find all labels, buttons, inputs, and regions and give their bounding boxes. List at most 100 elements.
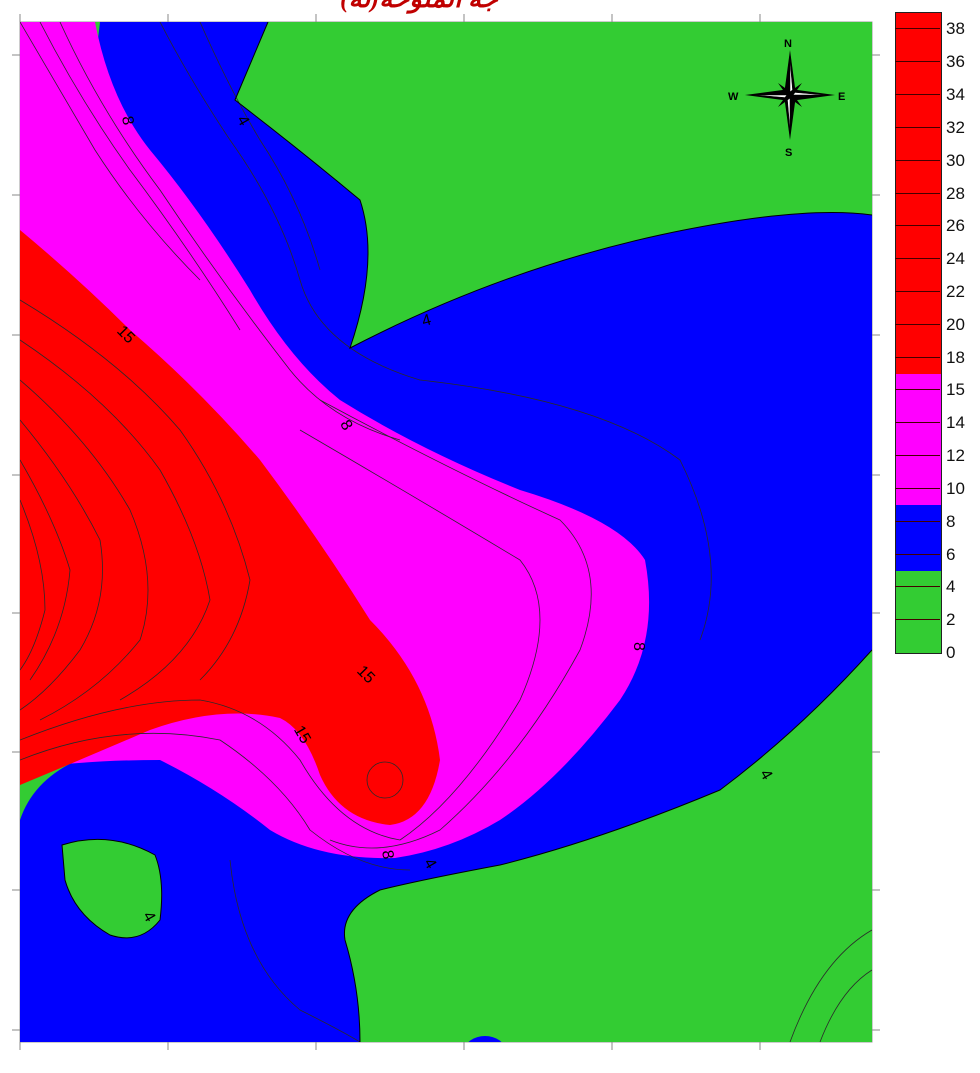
legend-band bbox=[896, 275, 941, 309]
legend-band bbox=[896, 242, 941, 276]
legend-band bbox=[896, 111, 941, 145]
map-title: (لة)جة الملوحة bbox=[0, 0, 980, 20]
legend-band bbox=[896, 209, 941, 243]
legend-tick bbox=[895, 487, 940, 489]
contour-line bbox=[20, 499, 46, 671]
legend-tick bbox=[895, 192, 940, 194]
legend-tick bbox=[895, 28, 940, 30]
boundary-4 bbox=[343, 649, 872, 1042]
contour-label: 4 bbox=[420, 311, 433, 330]
axis-ticks bbox=[12, 14, 880, 1050]
contour-line bbox=[20, 379, 149, 721]
legend-band bbox=[896, 603, 941, 637]
legend-label: 15 bbox=[946, 380, 965, 400]
legend-label: 10 bbox=[946, 478, 965, 498]
legend-tick bbox=[895, 159, 940, 161]
legend-tick bbox=[895, 586, 940, 588]
legend-band bbox=[896, 570, 941, 604]
contour-line bbox=[20, 459, 71, 681]
legend-tick bbox=[895, 389, 940, 391]
legend-label: 20 bbox=[946, 314, 965, 334]
legend-label: 6 bbox=[946, 544, 956, 564]
contour-line bbox=[319, 399, 592, 849]
contour-line bbox=[20, 419, 103, 711]
legend-label: 12 bbox=[946, 446, 965, 466]
legend-tick bbox=[895, 61, 940, 63]
legend-label: 14 bbox=[946, 413, 965, 433]
compass-label-s: S bbox=[785, 147, 792, 159]
zone-blue-blob-bottom bbox=[468, 1036, 502, 1042]
contour-line bbox=[20, 22, 201, 281]
legend-label: 22 bbox=[946, 281, 965, 301]
legend-tick bbox=[895, 356, 940, 358]
legend-label: 4 bbox=[946, 577, 956, 597]
legend-tick bbox=[895, 619, 940, 621]
legend-band bbox=[896, 45, 941, 79]
legend-label: 32 bbox=[946, 117, 965, 137]
legend-tick bbox=[895, 258, 940, 260]
contour-line bbox=[20, 732, 411, 871]
legend-tick bbox=[895, 290, 940, 292]
contour-line bbox=[819, 969, 872, 1042]
legend-tick bbox=[895, 422, 940, 424]
contour-line bbox=[20, 699, 401, 841]
map-fill-layers bbox=[20, 22, 872, 1042]
contour-line bbox=[299, 429, 541, 841]
legend-colorbar bbox=[895, 12, 942, 654]
legend-label: 36 bbox=[946, 52, 965, 72]
legend-band bbox=[896, 13, 941, 46]
legend-label: 28 bbox=[946, 183, 965, 203]
contour-line bbox=[159, 22, 712, 641]
compass-label-e: E bbox=[838, 91, 845, 103]
legend-band bbox=[896, 177, 941, 210]
contour-line bbox=[789, 929, 872, 1042]
contour-line bbox=[20, 339, 211, 701]
contour-label: 8 bbox=[630, 642, 647, 651]
legend-label: 8 bbox=[946, 511, 956, 531]
legend-band bbox=[896, 472, 941, 506]
legend-band bbox=[896, 636, 941, 653]
zone-green-pocket-left bbox=[62, 839, 162, 938]
contour-line bbox=[366, 761, 404, 799]
contour-label: 15 bbox=[290, 723, 314, 747]
legend-label: 24 bbox=[946, 249, 965, 269]
legend-band bbox=[896, 538, 941, 571]
boundary-4 bbox=[61, 838, 163, 939]
legend-band bbox=[896, 374, 941, 407]
legend-tick bbox=[895, 520, 940, 522]
compass-rose: N S E W bbox=[728, 38, 845, 159]
legend-band bbox=[896, 341, 941, 375]
legend-label: 0 bbox=[946, 643, 956, 662]
legend-band bbox=[896, 144, 941, 178]
legend-label: 30 bbox=[946, 150, 965, 170]
contour-line bbox=[199, 22, 321, 271]
legend-label: 2 bbox=[946, 610, 956, 630]
contour-label: 8 bbox=[118, 115, 136, 127]
legend-tick bbox=[895, 323, 940, 325]
contour-lines bbox=[20, 22, 872, 1042]
legend-tick bbox=[895, 553, 940, 555]
contour-line bbox=[59, 22, 401, 441]
legend-label: 26 bbox=[946, 216, 965, 236]
legend-tick bbox=[895, 225, 940, 227]
contour-line bbox=[229, 859, 361, 1042]
legend-band bbox=[896, 406, 941, 440]
contour-line bbox=[39, 22, 241, 331]
legend-band bbox=[896, 308, 941, 342]
contour-line bbox=[20, 299, 251, 681]
legend-label: 38 bbox=[946, 19, 965, 39]
compass-label-w: W bbox=[728, 91, 739, 103]
legend-tick bbox=[895, 94, 940, 96]
legend-label: 18 bbox=[946, 347, 965, 367]
zone-15-plus bbox=[20, 230, 440, 825]
map-title-text: (لة)جة الملوحة bbox=[340, 0, 498, 14]
legend-band bbox=[896, 505, 941, 539]
legend-tick bbox=[895, 126, 940, 128]
legend-band bbox=[896, 439, 941, 473]
contour-label: 8 bbox=[378, 849, 396, 861]
zone-boundaries bbox=[61, 22, 872, 1042]
legend-band bbox=[896, 78, 941, 112]
boundary-4 bbox=[234, 22, 872, 350]
compass-label-n: N bbox=[784, 38, 792, 50]
